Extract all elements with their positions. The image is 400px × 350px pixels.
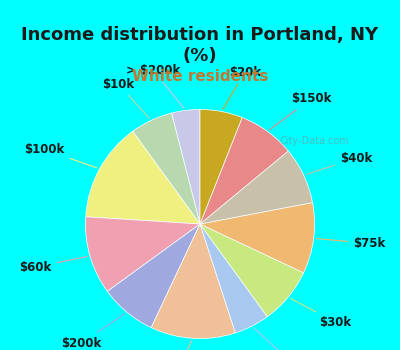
Text: $60k: $60k [19,257,87,274]
Wedge shape [107,224,200,328]
Wedge shape [151,224,235,338]
Wedge shape [200,224,267,333]
Text: $40k: $40k [306,152,372,174]
Wedge shape [200,224,304,317]
Wedge shape [172,110,200,224]
Text: City-Data.com: City-Data.com [280,136,350,146]
Text: $125k: $125k [254,328,310,350]
Wedge shape [200,203,314,273]
Wedge shape [200,151,312,224]
Wedge shape [86,217,200,291]
Text: $20k: $20k [223,65,261,109]
Text: $30k: $30k [291,298,351,329]
Text: $50k: $50k [158,341,192,350]
Text: $75k: $75k [316,237,386,250]
Wedge shape [86,131,200,224]
Wedge shape [133,113,200,224]
Text: $10k: $10k [102,78,149,118]
Text: Income distribution in Portland, NY
(%): Income distribution in Portland, NY (%) [22,26,378,65]
Text: White residents: White residents [132,69,268,84]
Text: $150k: $150k [270,92,331,130]
Wedge shape [200,118,288,224]
Wedge shape [200,110,242,224]
Text: $100k: $100k [24,143,97,168]
Text: $200k: $200k [61,314,125,350]
Text: > $200k: > $200k [126,64,184,108]
